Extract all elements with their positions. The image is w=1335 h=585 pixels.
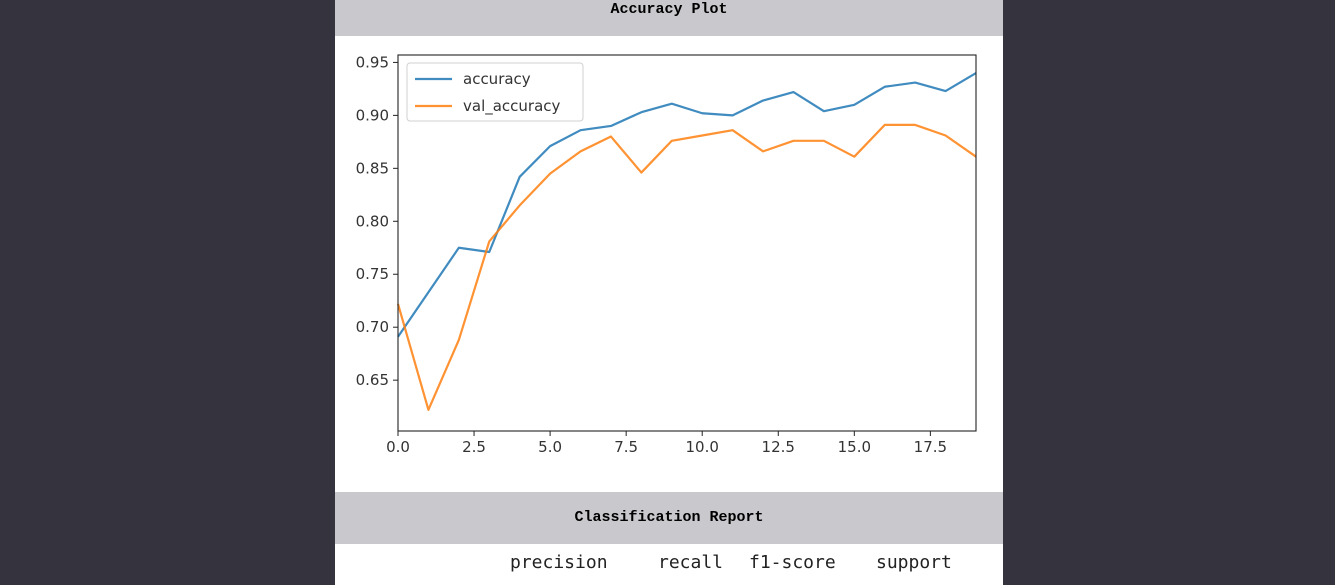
series-line-accuracy	[397, 72, 977, 338]
classification-report-header-row: precision recall f1-score support	[335, 544, 1003, 585]
legend-label-val-accuracy: val_accuracy	[463, 97, 561, 116]
series-line-val-accuracy	[396, 123, 977, 411]
column-header-support: support	[876, 552, 952, 573]
column-header-recall: recall	[658, 552, 724, 573]
y-tick-label: 0.85	[356, 159, 389, 177]
y-tick-label: 0.95	[356, 53, 389, 71]
y-tick-label: 0.75	[356, 265, 389, 283]
classification-report-header: Classification Report	[335, 492, 1003, 544]
y-tick-label: 0.90	[356, 106, 389, 124]
x-tick-label: 10.0	[686, 438, 719, 456]
plot-frame	[397, 54, 977, 432]
column-header-f1-score: f1-score	[749, 552, 836, 573]
y-tick-label: 0.65	[356, 371, 389, 389]
y-tick-label: 0.70	[356, 318, 389, 336]
x-tick-label: 5.0	[538, 438, 562, 456]
x-tick-label: 12.5	[762, 438, 795, 456]
accuracy-chart-svg: 0.0 2.5 5.0 7.5 10.0 12.5 15.0 17.5 0.65 0.70 0.75…	[356, 53, 977, 456]
legend-label-accuracy: accuracy	[463, 70, 531, 88]
x-tick-label: 17.5	[914, 438, 947, 456]
accuracy-plot-header: Accuracy Plot	[335, 0, 1003, 36]
y-tick-label: 0.80	[356, 212, 389, 230]
accuracy-chart: 0.0 2.5 5.0 7.5 10.0 12.5 15.0 17.5 0.65 0.70 0.75…	[335, 36, 1003, 492]
x-tick-label: 15.0	[838, 438, 871, 456]
x-tick-label: 0.0	[386, 438, 410, 456]
x-tick-label: 2.5	[462, 438, 486, 456]
column-header-precision: precision	[510, 552, 608, 573]
x-tick-label: 7.5	[614, 438, 638, 456]
report-panel: Accuracy Plot 0.0 2.5 5.0 7.5 10.0 12.5 15.0 17…	[335, 0, 1003, 585]
